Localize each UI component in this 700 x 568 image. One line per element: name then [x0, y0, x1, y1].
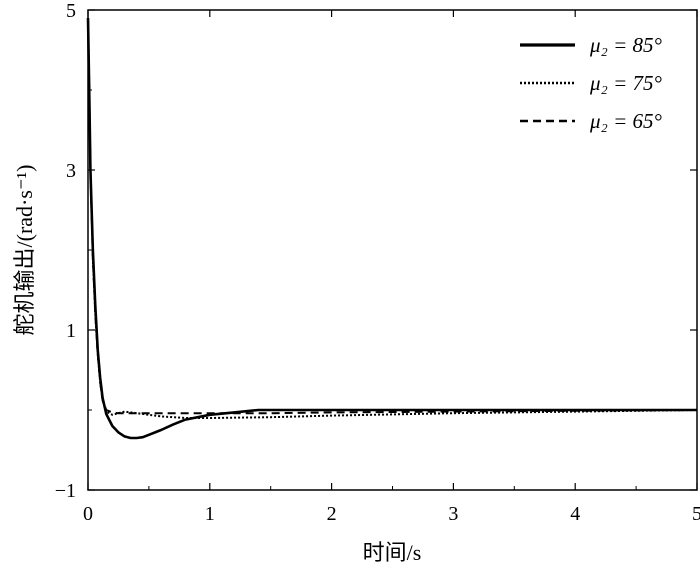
series-line-3: [87, 17, 698, 415]
x-tick-label: 4: [570, 503, 580, 525]
x-tick-label: 2: [327, 503, 337, 525]
y-tick-label: 5: [66, 0, 76, 22]
y-axis-label: 舵机输出/(rad·s⁻¹): [12, 165, 37, 336]
x-tick-label: 1: [205, 503, 215, 525]
legend-label-1: μ₂ = 85°: [589, 33, 663, 57]
x-tick-label: 3: [448, 503, 458, 525]
x-tick-label: 0: [83, 503, 93, 525]
x-tick-label: 5: [692, 503, 700, 525]
axis-tick-labels: 0 1 2 3 4 5 −1 1 3 5: [55, 0, 700, 525]
y-tick-label: −1: [55, 480, 76, 502]
legend-label-3: μ₂ = 65°: [589, 109, 663, 133]
x-axis-label: 时间/s: [363, 540, 422, 565]
y-tick-label: 3: [66, 160, 76, 182]
series-line-1: [86, 17, 697, 440]
series-lines: [86, 17, 698, 440]
y-tick-label: 1: [66, 320, 76, 342]
legend: μ₂ = 85° μ₂ = 75° μ₂ = 65°: [520, 33, 663, 133]
series-line-2: [87, 17, 698, 419]
legend-label-2: μ₂ = 75°: [589, 71, 663, 95]
